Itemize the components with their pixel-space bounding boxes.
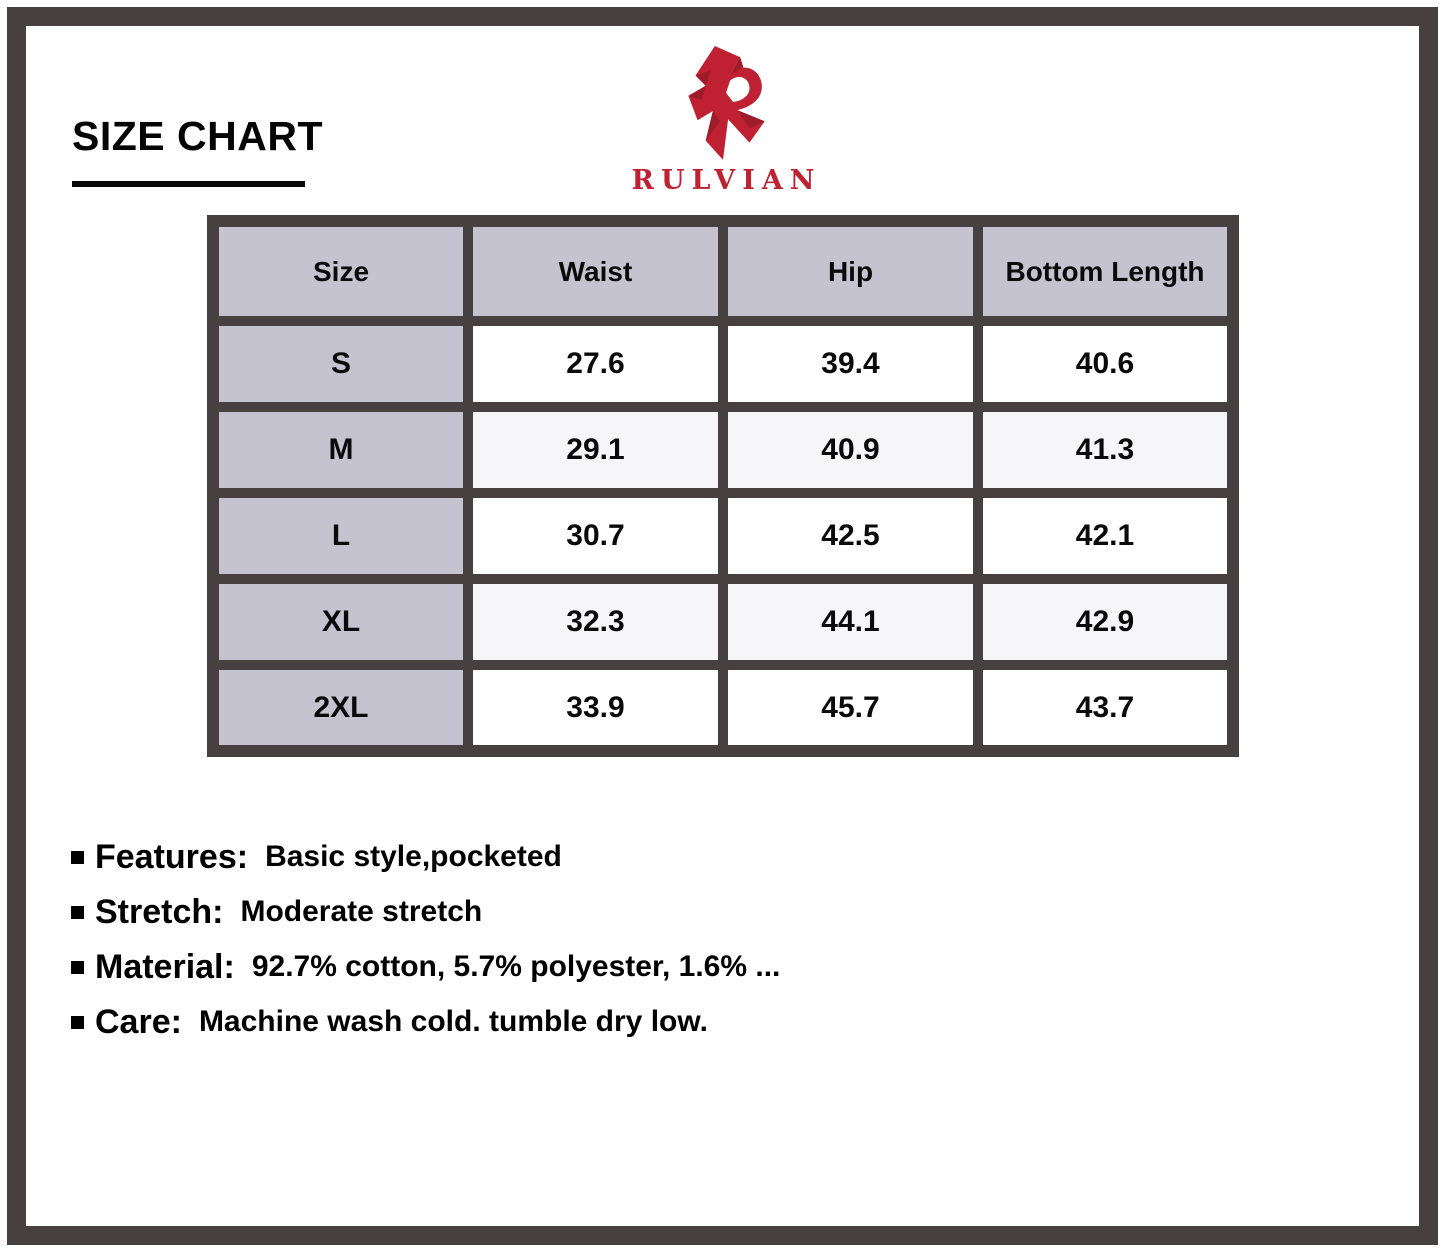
detail-item-stretch: Stretch: Moderate stretch <box>71 891 780 933</box>
details-list: Features: Basic style,pocketed Stretch: … <box>71 836 780 1056</box>
detail-item-material: Material: 92.7% cotton, 5.7% polyester, … <box>71 946 780 988</box>
size-cell: L <box>208 488 473 584</box>
bottom-length-cell: 43.7 <box>973 660 1238 756</box>
detail-label: Features: <box>95 837 249 876</box>
hip-cell: 42.5 <box>718 488 983 584</box>
table-header-row: Size Waist Hip Bottom Length <box>208 216 1238 326</box>
column-header-hip: Hip <box>718 216 983 326</box>
column-header-waist: Waist <box>463 216 728 326</box>
brand-block: RULVIAN <box>573 44 873 196</box>
hip-cell: 44.1 <box>718 574 983 670</box>
detail-value: Basic style,pocketed <box>265 840 562 873</box>
waist-cell: 29.1 <box>463 402 728 498</box>
detail-label: Stretch: <box>95 892 224 931</box>
rulvian-r-logo <box>688 46 765 160</box>
waist-cell: 27.6 <box>463 316 728 412</box>
detail-value: Moderate stretch <box>240 895 483 928</box>
waist-cell: 30.7 <box>463 488 728 584</box>
hip-cell: 45.7 <box>718 660 983 756</box>
bullet-icon <box>71 960 84 974</box>
table-row: L 30.7 42.5 42.1 <box>208 488 1238 584</box>
table-row: M 29.1 40.9 41.3 <box>208 402 1238 498</box>
size-chart-table: Size Waist Hip Bottom Length S 27.6 39.4… <box>207 215 1239 757</box>
bottom-length-cell: 41.3 <box>973 402 1238 498</box>
waist-cell: 32.3 <box>463 574 728 670</box>
waist-cell: 33.9 <box>463 660 728 756</box>
table-row: S 27.6 39.4 40.6 <box>208 316 1238 412</box>
bullet-icon <box>71 1015 84 1029</box>
title-underline <box>72 181 305 187</box>
detail-label: Material: <box>95 947 235 986</box>
bottom-length-cell: 42.9 <box>973 574 1238 670</box>
size-cell: M <box>208 402 473 498</box>
bullet-icon <box>71 850 84 864</box>
hip-cell: 39.4 <box>718 316 983 412</box>
column-header-bottom-length: Bottom Length <box>973 216 1238 326</box>
table-row: 2XL 33.9 45.7 43.7 <box>208 660 1238 756</box>
page-title: SIZE CHART <box>72 113 323 159</box>
size-cell: XL <box>208 574 473 670</box>
bottom-length-cell: 40.6 <box>973 316 1238 412</box>
table-row: XL 32.3 44.1 42.9 <box>208 574 1238 670</box>
size-cell: 2XL <box>208 660 473 756</box>
size-cell: S <box>208 316 473 412</box>
detail-item-features: Features: Basic style,pocketed <box>71 836 780 878</box>
detail-value: Machine wash cold. tumble dry low. <box>198 1005 708 1038</box>
detail-item-care: Care: Machine wash cold. tumble dry low. <box>71 1001 780 1043</box>
bottom-length-cell: 42.1 <box>973 488 1238 584</box>
column-header-size: Size <box>208 216 473 326</box>
detail-label: Care: <box>95 1002 182 1041</box>
brand-name: RULVIAN <box>631 165 822 196</box>
detail-value: 92.7% cotton, 5.7% polyester, 1.6% ... <box>251 950 781 983</box>
bullet-icon <box>71 905 84 919</box>
hip-cell: 40.9 <box>718 402 983 498</box>
